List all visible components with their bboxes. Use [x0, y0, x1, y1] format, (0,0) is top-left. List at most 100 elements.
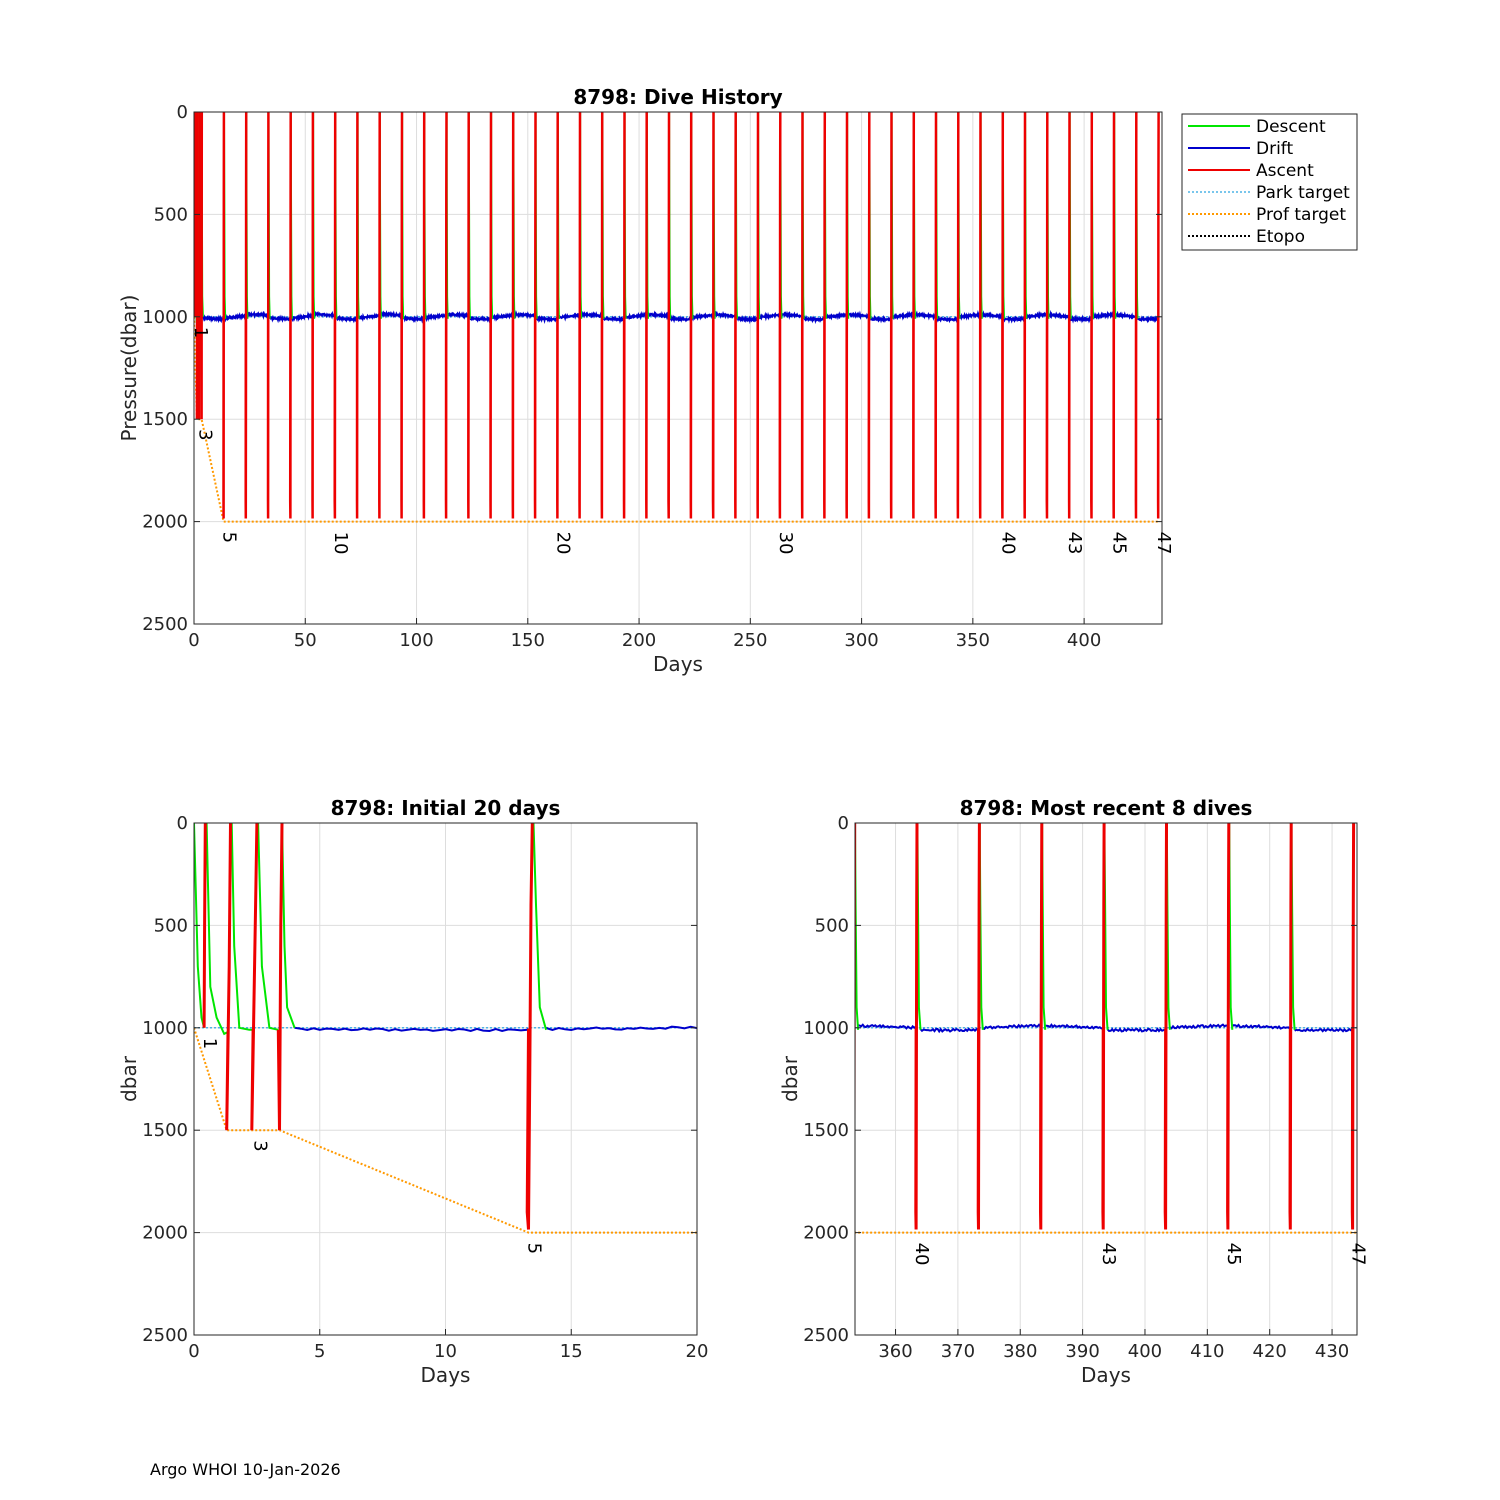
axes-box	[193, 111, 1163, 625]
x-tick-label: 0	[188, 1341, 199, 1362]
ascent-segment	[976, 823, 981, 1230]
ascent-segment	[729, 823, 730, 1230]
y-tick-label: 2500	[142, 614, 188, 635]
initial-20-days-plot: 0 5 10 15 20 0 500 1000 1500 2000 2500 1 3 5 8798: Ini…	[117, 796, 798, 1387]
descent-segment	[257, 823, 279, 1031]
ascent-segment	[622, 112, 626, 519]
y-axis-label: dbar	[778, 1055, 802, 1102]
ascent-segment	[1090, 112, 1094, 519]
y-tick-label: 500	[154, 204, 188, 225]
x-tick-label: 20	[686, 1341, 709, 1362]
y-tick-label: 500	[154, 915, 188, 936]
drift-segment	[857, 1023, 918, 1030]
y-tick-label: 0	[177, 102, 188, 123]
legend-entry: Etopo	[1256, 227, 1305, 247]
x-tick-label: 400	[1067, 630, 1101, 651]
x-tick-label: 0	[188, 630, 199, 651]
drift-segment	[919, 1027, 980, 1034]
drift-segment	[825, 311, 848, 321]
ascent-segment	[604, 823, 605, 1230]
x-tick-label: 150	[511, 630, 545, 651]
x-tick-label: 420	[1253, 1341, 1287, 1362]
drift-segment	[736, 314, 759, 325]
ascent-segment	[479, 823, 480, 1230]
drift-segment	[1045, 1023, 1104, 1030]
cycle-number-label: 3	[194, 429, 215, 440]
drift-segment	[1114, 310, 1137, 320]
ascent-segment	[533, 112, 537, 519]
drift-segment	[246, 310, 270, 320]
drift-segment	[545, 1025, 697, 1032]
drift-segment	[647, 310, 670, 321]
cycle-number-label: 30	[775, 532, 796, 555]
chart-title: 8798: Most recent 8 dives	[960, 796, 1253, 820]
ascent-segment	[779, 823, 784, 1230]
ascent-segment	[1156, 112, 1160, 519]
drift-segment	[714, 310, 737, 320]
y-tick-label: 1000	[142, 1018, 188, 1039]
ascent-segment	[1101, 823, 1106, 1230]
descent-segment	[543, 823, 546, 1030]
drift-segment	[1136, 315, 1159, 324]
legend-entry: Prof target	[1256, 205, 1346, 225]
x-tick-label: 390	[1065, 1341, 1099, 1362]
ascent-segment	[914, 823, 919, 1230]
descent-segment	[44, 823, 47, 1030]
ascent-segment	[778, 112, 782, 519]
descent-segment	[356, 823, 359, 1030]
cycle-number-label: 43	[1064, 532, 1085, 555]
descent-segment	[281, 823, 296, 1029]
drift-segment	[47, 1025, 105, 1029]
drift-segment	[802, 314, 826, 325]
descent-segment	[107, 823, 110, 1030]
x-tick-label: 370	[941, 1341, 975, 1362]
drift-segment	[891, 310, 915, 321]
cycle-number-label: 47	[1348, 1243, 1369, 1266]
chart-title: 8798: Initial 20 days	[331, 796, 561, 820]
drift-segment	[1106, 1027, 1167, 1033]
ascent-segment	[250, 823, 259, 1131]
y-tick-label: 1500	[142, 409, 188, 430]
drift-segment	[780, 310, 804, 320]
legend-entry: Drift	[1256, 139, 1293, 159]
descent-segment	[730, 823, 733, 1030]
cycle-number-label: 20	[552, 532, 573, 555]
drift-segment	[958, 309, 982, 321]
ascent-segment	[667, 112, 671, 519]
y-tick-label: 2000	[803, 1223, 849, 1244]
drift-segment	[358, 312, 381, 322]
drift-segment	[380, 310, 403, 320]
x-tick-label: 50	[294, 630, 317, 651]
ascent-segment	[105, 823, 106, 1230]
drift-segment	[602, 315, 626, 324]
recent-8-dives-plot: 360 370 380 390 400 410 420 4300500100015002000…	[44, 796, 1369, 1387]
x-tick-label: 100	[399, 630, 433, 651]
ascent-segment	[666, 823, 667, 1230]
drift-segment	[982, 1023, 1042, 1030]
drift-segment	[624, 310, 648, 321]
descent-segment	[785, 823, 798, 1030]
ascent-segment	[1001, 112, 1005, 519]
y-axis-label: dbar	[117, 1055, 141, 1102]
x-tick-label: 5	[314, 1341, 325, 1362]
ascent-segment	[202, 823, 207, 1028]
legend-entry: Ascent	[1256, 161, 1314, 181]
drift-segment	[268, 314, 292, 324]
y-tick-label: 2500	[803, 1325, 849, 1346]
x-tick-label: 350	[956, 630, 990, 651]
cycle-number-label: 43	[1098, 1243, 1119, 1266]
descent-segment	[230, 823, 254, 1031]
cycle-number-label: 40	[911, 1243, 932, 1266]
descent-segment	[668, 823, 671, 1030]
drift-segment	[1003, 315, 1026, 324]
x-tick-label: 15	[560, 1341, 583, 1362]
y-tick-label: 0	[838, 813, 849, 834]
ascent-segment	[578, 112, 582, 519]
descent-segment	[532, 823, 548, 1031]
ascent-segment	[1288, 823, 1293, 1230]
drift-segment	[469, 315, 492, 324]
drift-segment	[1294, 1027, 1353, 1033]
ascent-segment	[333, 112, 337, 519]
drift-segment	[313, 310, 336, 320]
ascent-segment	[956, 112, 960, 519]
